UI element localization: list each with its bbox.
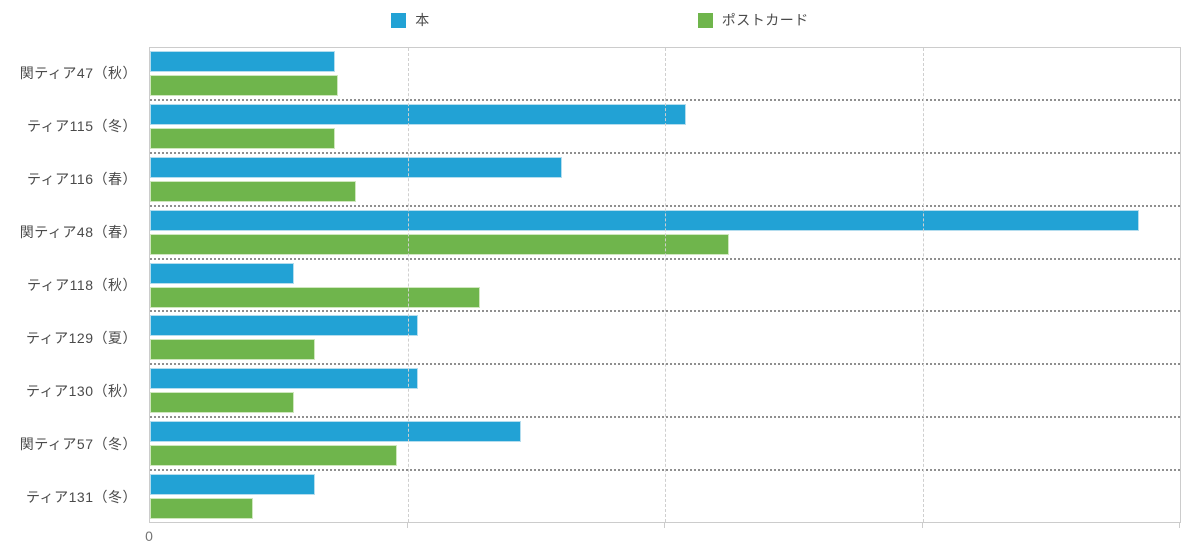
bar-rows [150,48,1180,522]
category-row [150,207,1180,260]
x-axis-tick [921,523,923,528]
category-label: 関ティア48（春） [19,224,137,241]
bar-book[interactable] [150,156,562,178]
bar-book[interactable] [150,209,1139,231]
bar-postcard[interactable] [150,180,356,202]
bar-book[interactable] [150,368,418,390]
bar-book[interactable] [150,421,521,443]
category-label: 関ティア57（冬） [19,435,137,452]
category-label: ティア131（冬） [25,488,137,505]
bar-postcard[interactable] [150,233,730,255]
legend-swatch-postcard-icon [697,12,713,28]
vertical-gridline [665,48,666,522]
category-label: ティア129（夏） [25,329,137,346]
legend-item-postcard[interactable]: ポストカード [697,10,809,30]
category-label: ティア130（秋） [25,382,137,399]
legend-label-book: 本 [415,12,430,28]
x-axis-origin-label: 0 [145,528,153,544]
bar-postcard[interactable] [150,127,336,149]
category-label: 関ティア47（秋） [19,65,137,82]
bar-postcard[interactable] [150,498,253,520]
vertical-gridline [922,48,924,522]
category-axis: 関ティア47（秋） ティア115（冬） ティア116（春） 関ティア48（春） ティア1… [0,47,149,523]
bar-book[interactable] [150,103,686,125]
bar-book[interactable] [150,474,315,496]
legend-swatch-book-icon [391,12,407,28]
bar-book[interactable] [150,315,418,337]
bar-book[interactable] [150,51,336,72]
plot-area [149,47,1181,523]
category-label: ティア115（冬） [27,118,137,135]
category-label: ティア116（春） [27,171,137,188]
chart-body: 関ティア47（秋） ティア115（冬） ティア116（春） 関ティア48（春） ティア1… [0,47,1200,523]
category-row [150,471,1180,522]
legend-item-book[interactable]: 本 [391,10,430,30]
vertical-gridline [407,48,409,522]
x-axis-tick [406,523,408,528]
x-axis: 0 [145,523,1180,553]
legend-label-postcard: ポストカード [721,12,809,28]
bar-book[interactable] [150,262,295,284]
bar-postcard[interactable] [150,75,338,96]
category-label: ティア118（秋） [27,277,137,293]
x-axis-tick [664,523,665,528]
chart-legend: 本 ポストカード [0,0,1200,30]
bar-postcard[interactable] [150,286,480,308]
x-axis-tick [1179,523,1180,528]
bar-postcard[interactable] [150,339,315,361]
bar-postcard[interactable] [150,392,295,414]
bar-postcard[interactable] [150,445,398,467]
